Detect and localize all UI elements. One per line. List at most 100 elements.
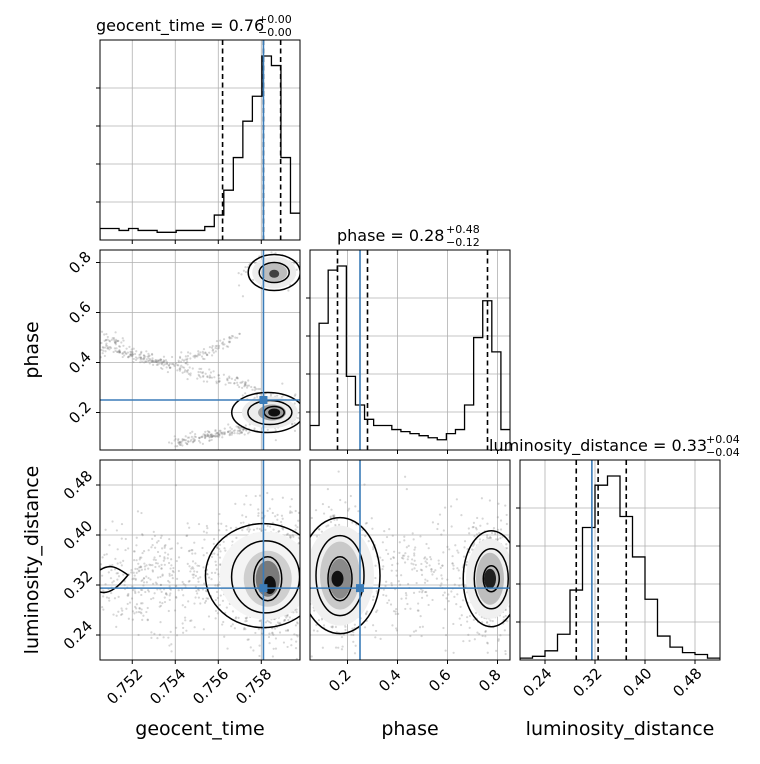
sample-dot — [214, 429, 217, 433]
sample-dot — [226, 377, 229, 380]
sample-dot — [453, 583, 456, 586]
sample-dot — [186, 371, 189, 374]
sample-dot — [200, 436, 203, 439]
sample-dot — [258, 644, 261, 647]
sample-dot — [170, 362, 173, 366]
sample-dot — [289, 536, 292, 539]
sample-dot — [392, 556, 395, 559]
sample-dot — [327, 524, 330, 527]
sample-dot — [294, 624, 297, 627]
sample-dot — [112, 338, 116, 341]
sample-dot — [159, 360, 162, 363]
sample-dot — [337, 646, 340, 649]
sample-dot — [127, 617, 130, 620]
sample-dot — [101, 556, 104, 559]
sample-dot — [227, 430, 230, 433]
sample-dot — [102, 589, 105, 592]
xtick-label-1: 0.4 — [375, 666, 405, 696]
sample-dot — [133, 352, 137, 356]
sample-dot — [166, 362, 169, 366]
sample-dot — [296, 621, 299, 624]
sample-dot — [148, 362, 151, 365]
ytick-label-1: 0.4 — [65, 348, 95, 378]
sample-dot — [361, 528, 364, 532]
sample-dot — [216, 553, 219, 556]
sample-dot — [218, 380, 221, 383]
sample-dot — [293, 262, 296, 265]
sample-dot — [147, 590, 151, 593]
sample-dot — [350, 633, 353, 636]
sample-dot — [492, 527, 496, 530]
sample-dot — [133, 550, 136, 553]
sample-dot — [222, 347, 225, 350]
sample-dot — [130, 350, 133, 354]
sample-dot — [227, 423, 230, 426]
sample-dot — [486, 534, 489, 537]
sample-dot — [294, 524, 297, 527]
sample-dot — [178, 441, 181, 444]
sample-dot — [179, 440, 182, 443]
sample-dot — [134, 356, 138, 359]
sample-dot — [444, 633, 448, 637]
sample-dot — [163, 360, 166, 363]
sample-dot — [271, 498, 274, 501]
sample-dot — [497, 639, 500, 642]
frame — [99, 39, 301, 241]
sample-dot — [134, 591, 137, 595]
sample-dot — [135, 571, 138, 574]
sample-dot — [438, 513, 442, 516]
sample-dot — [430, 568, 433, 571]
sample-dot — [177, 442, 181, 445]
xlabel-luminosity_distance: luminosity_distance — [526, 718, 715, 740]
sample-dot — [114, 341, 117, 344]
sample-dot — [170, 558, 173, 561]
sample-dot — [244, 381, 248, 384]
sample-dot — [237, 616, 240, 619]
sample-dot — [253, 396, 256, 400]
sample-dot — [196, 377, 199, 380]
sample-dot — [462, 640, 465, 643]
sample-dot — [266, 509, 269, 512]
sample-dot — [116, 350, 119, 353]
sample-dot — [240, 431, 244, 434]
sample-dot — [499, 519, 503, 522]
sample-dot — [249, 646, 252, 649]
sample-dot — [197, 350, 200, 353]
sample-dot — [128, 345, 131, 348]
sample-dot — [197, 580, 200, 583]
sample-dot — [391, 534, 394, 537]
sample-dot — [464, 563, 468, 566]
contour-1 — [315, 534, 365, 617]
grid — [310, 250, 510, 450]
sample-dot — [403, 561, 407, 564]
sample-dot — [217, 374, 220, 377]
sample-dot — [121, 352, 124, 355]
sample-dot — [193, 602, 196, 605]
sample-dot — [176, 369, 179, 372]
sample-dot — [334, 625, 338, 629]
sample-dot — [391, 624, 394, 627]
sample-dot — [381, 559, 384, 562]
sample-dot — [113, 341, 117, 344]
sample-dot — [281, 517, 284, 520]
ytick-label-0: 0.24 — [60, 617, 96, 653]
sample-dot — [185, 358, 189, 361]
sample-dot — [505, 513, 508, 517]
sample-dot — [186, 442, 189, 445]
sample-dot — [186, 377, 189, 381]
sample-dot — [386, 552, 390, 555]
sample-dot — [174, 484, 177, 487]
sample-dot — [108, 544, 111, 547]
sample-dot — [226, 345, 230, 348]
sample-dot — [199, 602, 202, 605]
sample-dot — [142, 357, 145, 360]
sample-dot — [451, 562, 454, 565]
sample-dot — [100, 330, 104, 333]
sample-dot — [143, 361, 146, 364]
sample-dot — [135, 603, 139, 606]
sample-dot — [127, 594, 130, 597]
panel-phase-phase — [306, 249, 511, 451]
contour-2 — [231, 391, 300, 434]
sample-dot — [172, 566, 175, 570]
sample-dot — [219, 339, 222, 342]
